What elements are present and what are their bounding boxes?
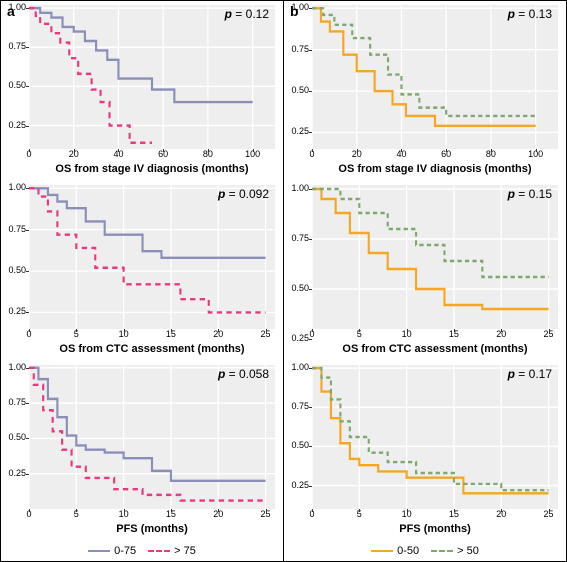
x-axis-label: OS from CTC assessment (months) — [312, 329, 558, 357]
y-tick-label: 0.50 — [291, 440, 309, 450]
y-tick-label: 1.00 — [291, 362, 309, 372]
legend-label: > 50 — [457, 545, 479, 557]
km-curve — [312, 368, 549, 490]
p-value-label: p = 0.058 — [218, 367, 269, 381]
p-value-label: p = 0.17 — [508, 367, 552, 381]
y-tick-label: 0.50 — [8, 80, 26, 90]
chart-panel: Survival probability0.250.500.751.000510… — [284, 181, 566, 361]
y-tick-label: 1.00 — [8, 2, 26, 12]
km-curve — [312, 8, 536, 116]
legend-swatch — [88, 550, 110, 552]
y-tick-label: 0.50 — [8, 432, 26, 442]
plot-area: 0.250.500.751.000510152025 — [29, 185, 275, 329]
km-curve — [312, 368, 549, 493]
chart-panel: aSurvival probability0.250.500.751.00020… — [1, 1, 283, 181]
legend-swatch — [371, 550, 393, 552]
legend-label: 0-75 — [114, 545, 136, 557]
y-tick-label: 0.75 — [291, 401, 309, 411]
y-tick-label: 1.00 — [8, 182, 26, 192]
chart-panel: Survival probability0.250.500.751.000510… — [1, 361, 283, 541]
km-curve — [29, 8, 152, 143]
y-tick-label: 0.50 — [291, 283, 309, 293]
y-tick-label: 0.75 — [291, 233, 309, 243]
legend: 0-50 > 50 — [284, 541, 566, 561]
y-tick-label: 0.25 — [8, 468, 26, 478]
y-tick-label: 0.25 — [8, 120, 26, 130]
km-curve — [29, 368, 266, 481]
km-curve — [312, 189, 549, 277]
y-tick-label: 0.75 — [8, 41, 26, 51]
figure-grid: aSurvival probability0.250.500.751.00020… — [0, 0, 567, 562]
x-axis-label: PFS (months) — [29, 509, 275, 537]
legend-swatch — [148, 550, 170, 552]
legend-label: > 75 — [174, 545, 196, 557]
legend-item: 0-75 — [88, 545, 136, 557]
y-tick-label: 0.50 — [8, 265, 26, 275]
y-tick-label: 0.75 — [8, 397, 26, 407]
plot-area: 0.250.500.751.00020406080100 — [312, 5, 558, 149]
p-value-label: p = 0.15 — [508, 187, 552, 201]
km-curve — [312, 189, 549, 309]
chart-panel: bSurvival probability0.250.500.751.00020… — [284, 1, 566, 181]
legend-label: 0-50 — [397, 545, 419, 557]
x-axis-label: PFS (months) — [312, 509, 558, 537]
y-tick-label: 1.00 — [8, 362, 26, 372]
figure-column: aSurvival probability0.250.500.751.00020… — [1, 1, 284, 561]
figure-column: bSurvival probability0.250.500.751.00020… — [284, 1, 566, 561]
plot-area: 0.250.500.751.00020406080100 — [29, 5, 275, 149]
plot-area: 0.250.500.751.000510152025 — [29, 365, 275, 509]
chart-panel: Survival probability0.250.500.751.000510… — [284, 361, 566, 541]
km-curve — [29, 8, 253, 102]
x-axis-label: OS from CTC assessment (months) — [29, 329, 275, 357]
plot-area: 0.250.500.751.000510152025 — [312, 365, 558, 509]
legend-item: 0-50 — [371, 545, 419, 557]
y-tick-label: 0.75 — [291, 44, 309, 54]
p-value-label: p = 0.13 — [508, 7, 552, 21]
y-tick-label: 0.25 — [291, 126, 309, 136]
y-tick-label: 1.00 — [291, 2, 309, 12]
chart-panel: Survival probability0.250.500.751.000510… — [1, 181, 283, 361]
p-value-label: p = 0.092 — [218, 187, 269, 201]
y-tick-label: 1.00 — [291, 183, 309, 193]
y-tick-label: 0.75 — [8, 224, 26, 234]
legend-item: > 50 — [431, 545, 479, 557]
legend: 0-75 > 75 — [1, 541, 283, 561]
legend-swatch — [431, 550, 453, 552]
y-tick-label: 0.50 — [291, 85, 309, 95]
y-tick-label: 0.25 — [291, 480, 309, 490]
legend-item: > 75 — [148, 545, 196, 557]
p-value-label: p = 0.12 — [225, 7, 269, 21]
plot-area: 0.250.500.751.000510152025 — [312, 185, 558, 329]
y-tick-label: 0.25 — [8, 306, 26, 316]
